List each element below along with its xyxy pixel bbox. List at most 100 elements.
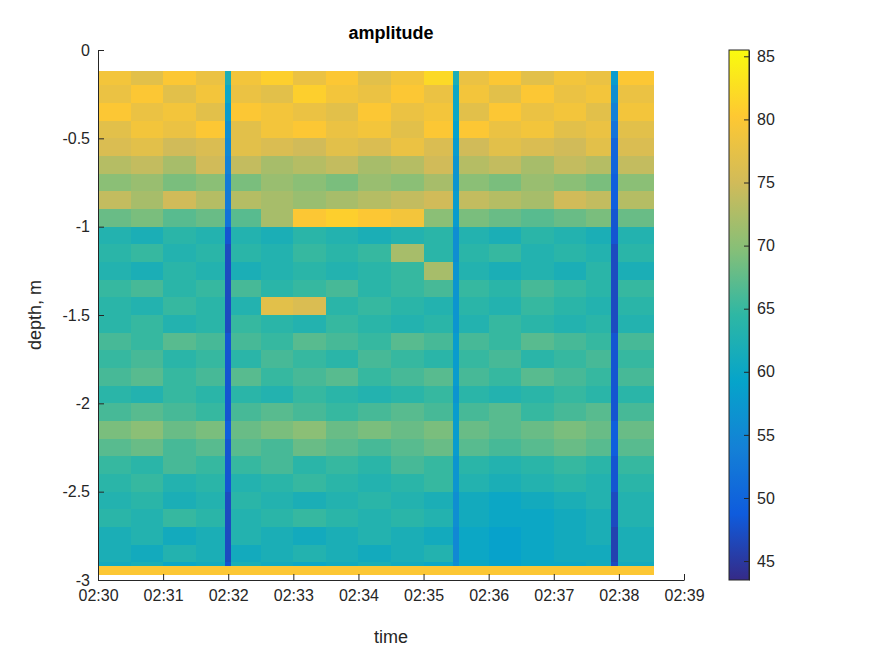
heatmap-cell (489, 527, 522, 545)
heatmap-cell (293, 545, 326, 563)
heatmap-cell (554, 191, 587, 209)
heatmap-cell (459, 439, 489, 457)
heatmap-cell (459, 138, 489, 156)
heatmap-cell (163, 85, 196, 103)
heatmap-cell (424, 562, 454, 566)
heatmap-cell (293, 474, 326, 492)
heatmap-cell (424, 421, 454, 439)
chart: 02:3002:3102:3202:3302:3402:3502:3602:37… (0, 0, 875, 656)
heatmap-cell (326, 368, 359, 386)
heatmap-cell (163, 103, 196, 121)
heatmap-cell (358, 566, 391, 575)
heatmap-cell (326, 191, 359, 209)
heatmap-cell (261, 492, 294, 510)
heatmap-cell (131, 421, 164, 439)
colorbar-axis-tick-label: 80 (757, 111, 775, 128)
heatmap-cell (326, 156, 359, 174)
heatmap-cell (196, 527, 226, 545)
colorbar-axis-tick-label: 55 (757, 427, 775, 444)
heatmap-cell (358, 156, 391, 174)
heatmap-cell (225, 350, 232, 368)
heatmap-cell (618, 456, 655, 474)
heatmap-cell (489, 492, 522, 510)
heatmap-cell (611, 227, 618, 245)
heatmap-cell (611, 280, 618, 298)
heatmap-cell (554, 421, 587, 439)
heatmap-cell (453, 403, 460, 421)
y-axis-tick-label: -1 (76, 218, 90, 235)
heatmap-cell (453, 262, 460, 280)
heatmap-cell (554, 71, 587, 86)
heatmap-cell (326, 509, 359, 527)
heatmap-cell (293, 280, 326, 298)
heatmap-cell (131, 439, 164, 457)
heatmap-cell (225, 103, 232, 121)
heatmap-cell (611, 156, 618, 174)
heatmap-cell (163, 333, 196, 351)
heatmap-cell (261, 191, 294, 209)
heatmap-cell (196, 85, 226, 103)
heatmap-cell (225, 403, 232, 421)
heatmap-cell (391, 474, 424, 492)
heatmap-cell (554, 103, 587, 121)
heatmap-cell (554, 527, 587, 545)
heatmap-cell (131, 368, 164, 386)
heatmap-cell (554, 280, 587, 298)
heatmap-cell (163, 562, 196, 566)
heatmap-cell (358, 297, 391, 315)
heatmap-cell (293, 421, 326, 439)
heatmap-cell (521, 421, 554, 439)
heatmap-cell (618, 71, 655, 86)
heatmap-cell (196, 315, 226, 333)
heatmap-cell (196, 403, 226, 421)
heatmap-cell (489, 297, 522, 315)
heatmap-cell (131, 562, 164, 566)
colorbar-axis-tick-label: 50 (757, 490, 775, 507)
heatmap-cell (293, 121, 326, 139)
heatmap-cell (618, 191, 655, 209)
heatmap-cell (326, 174, 359, 192)
heatmap-cell (521, 138, 554, 156)
colorbar-axis-tick-mark (744, 309, 749, 310)
heatmap-cell (163, 566, 196, 575)
heatmap-cell (225, 368, 232, 386)
heatmap-cell (98, 297, 131, 315)
heatmap-cell (231, 71, 261, 86)
heatmap-cell (618, 156, 655, 174)
heatmap-cell (326, 333, 359, 351)
heatmap-cell (231, 439, 261, 457)
heatmap-cell (586, 138, 611, 156)
heatmap-cell (326, 527, 359, 545)
heatmap-cell (98, 456, 131, 474)
heatmap-cell (554, 333, 587, 351)
heatmap-cell (98, 527, 131, 545)
x-axis-tick-mark (424, 574, 425, 580)
x-axis-tick: 02:31 (144, 574, 184, 604)
heatmap-cell (261, 350, 294, 368)
heatmap-cell (225, 174, 232, 192)
y-axis-tick: -2 (76, 395, 104, 412)
heatmap-cell (521, 227, 554, 245)
y-axis-tick-label: -1.5 (62, 307, 90, 324)
heatmap-cell (459, 333, 489, 351)
heatmap-cell (611, 566, 618, 575)
heatmap-cell (231, 456, 261, 474)
heatmap-cell (424, 244, 454, 262)
heatmap-cell (424, 280, 454, 298)
heatmap-cell (586, 209, 611, 227)
heatmap-cell (196, 368, 226, 386)
x-axis-tick-label: 02:31 (144, 587, 184, 604)
heatmap-cell (489, 138, 522, 156)
heatmap-cell (611, 386, 618, 404)
x-axis-line (99, 580, 685, 581)
heatmap-cell (489, 421, 522, 439)
y-axis-tick-mark (98, 138, 104, 139)
heatmap-cell (459, 227, 489, 245)
heatmap-cell (554, 566, 587, 575)
heatmap-cell (391, 509, 424, 527)
heatmap-cell (98, 333, 131, 351)
heatmap-cell (521, 403, 554, 421)
heatmap-cell (131, 85, 164, 103)
heatmap-cell (231, 262, 261, 280)
colorbar-axis-tick-label: 85 (757, 48, 775, 65)
